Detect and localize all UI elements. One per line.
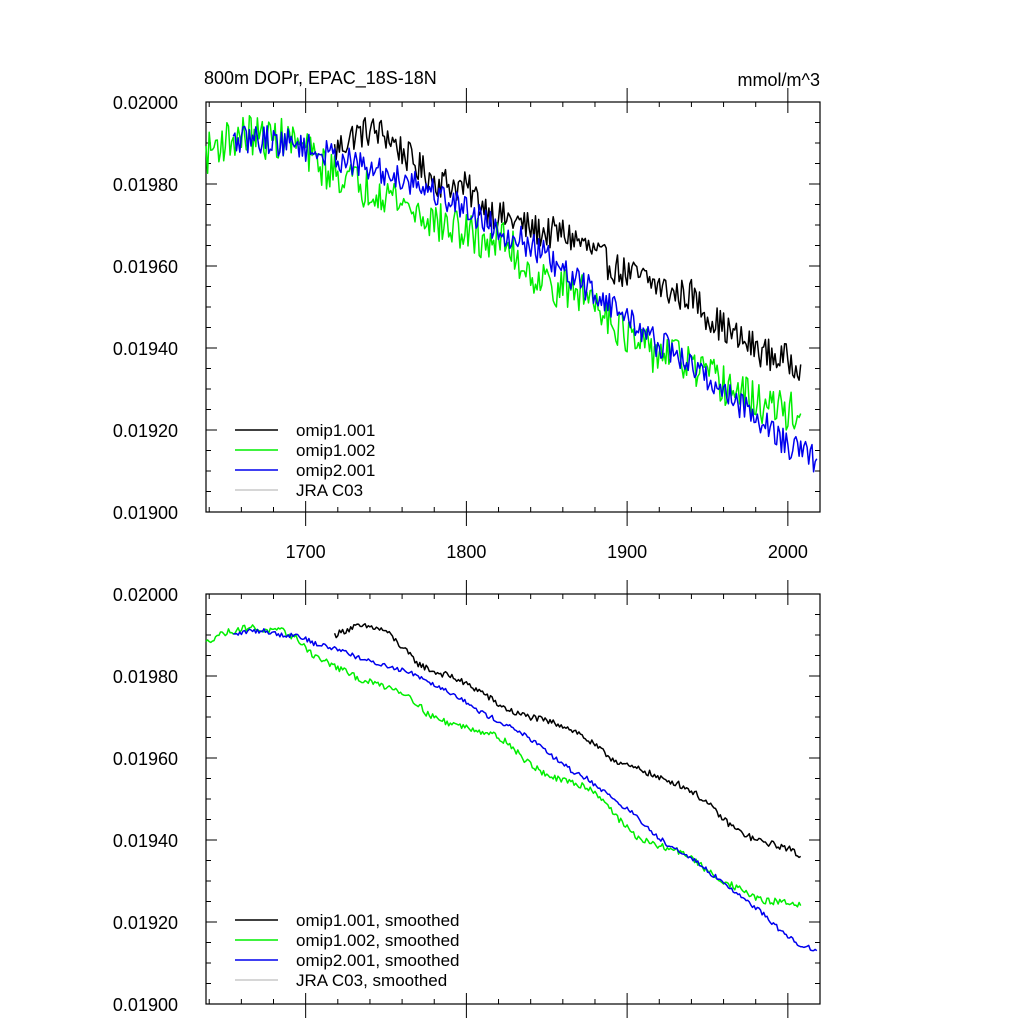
y-tick-label: 0.02000 — [113, 93, 178, 113]
legend-label: JRA C03, smoothed — [296, 971, 447, 990]
y-tick-label: 0.01920 — [113, 421, 178, 441]
legend-label: JRA C03 — [296, 481, 363, 500]
series-line-omip1-002-smoothed — [205, 624, 802, 908]
y-tick-label: 0.02000 — [113, 585, 178, 605]
y-tick-label: 0.01960 — [113, 749, 178, 769]
series-line-omip2-001 — [232, 125, 818, 473]
y-tick-label: 0.01900 — [113, 503, 178, 523]
y-tick-label: 0.01980 — [113, 667, 178, 687]
legend-label: omip2.001 — [296, 461, 375, 480]
series-line-omip2-001-smoothed — [233, 628, 818, 952]
legend-label: omip1.002 — [296, 441, 375, 460]
legend-label: omip1.001 — [296, 421, 375, 440]
series-line-omip1-001 — [333, 117, 802, 381]
x-tick-label: 2000 — [768, 542, 808, 562]
y-tick-label: 0.01920 — [113, 913, 178, 933]
y-tick-label: 0.01980 — [113, 175, 178, 195]
y-tick-label: 0.01900 — [113, 995, 178, 1015]
x-tick-label: 1800 — [446, 542, 486, 562]
legend-label: omip1.001, smoothed — [296, 911, 460, 930]
legend-label: omip2.001, smoothed — [296, 951, 460, 970]
x-tick-label: 1900 — [607, 542, 647, 562]
y-tick-label: 0.01940 — [113, 339, 178, 359]
series-line-omip1-001-smoothed — [333, 623, 802, 859]
legend-label: omip1.002, smoothed — [296, 931, 460, 950]
panel-top: 800m DOPr, EPAC_18S-18N mmol/m^3 0.01900… — [113, 68, 821, 562]
y-tick-label: 0.01960 — [113, 257, 178, 277]
y-tick-label: 0.01940 — [113, 831, 178, 851]
x-tick-label: 1700 — [286, 542, 326, 562]
units-label: mmol/m^3 — [738, 70, 820, 90]
chart-title: 800m DOPr, EPAC_18S-18N — [204, 68, 437, 89]
panel-bottom: 0.01900 0.01920 0.01940 0.01960 0.01980 0.020… — [113, 580, 821, 1018]
